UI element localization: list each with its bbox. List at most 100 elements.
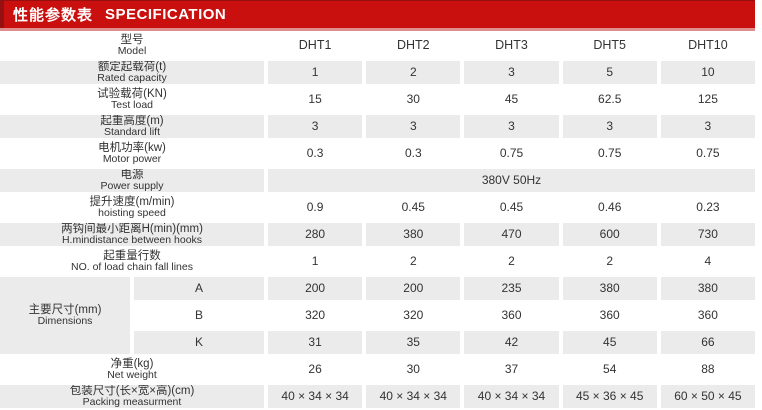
row-hoisting-speed-value-dht1: 0.9 (306, 200, 324, 215)
row-net-weight-label-en: Net weight (107, 369, 157, 382)
row-dimensions-label: 主要尺寸(mm) Dimensions (0, 277, 130, 354)
title-underline (0, 28, 755, 31)
row-packing-measurement-label-zh: 包装尺寸(长×宽×高)(cm) (69, 385, 195, 397)
column-header-dht5: DHT5 (593, 37, 627, 52)
spec-table: 型号 Model DHT1 DHT2 DHT3 DHT5 DHT10 额定起载荷(t) Rate… (0, 32, 755, 410)
row-min-distance-between-hooks-value-dht10: 730 (660, 223, 755, 246)
dimension-a-value-dht5: 380 (562, 277, 657, 300)
row-packing-measurement: 包装尺寸(长×宽×高)(cm) Packing measurment 40 × 34… (0, 383, 755, 410)
row-standard-lift-value-dht3: 3 (464, 115, 559, 138)
dimension-k-value-dht2: 35 (366, 331, 461, 354)
dimension-a-value-dht3: 235 (464, 277, 559, 300)
row-motor-power-value-dht2: 0.3 (404, 146, 422, 161)
row-hoisting-speed-label: 提升速度(m/min) hoisting speed (0, 194, 264, 221)
row-test-load-label-en: Test load (110, 99, 154, 112)
row-min-distance-between-hooks-value-dht3: 470 (464, 223, 559, 246)
row-test-load-value-dht10: 125 (697, 92, 718, 107)
column-header-dht2: DHT2 (396, 37, 430, 52)
dimension-b-value-dht5: 360 (599, 308, 620, 323)
row-standard-lift-value-dht5: 3 (562, 115, 657, 138)
row-standard-lift-label: 起重高度(m) Standard lift (0, 115, 264, 138)
row-load-chain-fall-lines-value-dht2: 2 (409, 254, 417, 269)
row-rated-capacity-value-dht2: 2 (366, 61, 461, 84)
dimension-b-value-dht2: 320 (403, 308, 424, 323)
dimension-k-value-dht1: 31 (268, 331, 363, 354)
row-net-weight-value-dht3: 37 (504, 362, 519, 377)
dimension-b-value-dht1: 320 (305, 308, 326, 323)
row-power-supply-label-zh: 电源 (120, 169, 144, 181)
row-hoisting-speed-label-zh: 提升速度(m/min) (89, 195, 175, 208)
row-standard-lift-label-en: Standard lift (103, 126, 161, 138)
row-dimensions-label-en: Dimensions (37, 315, 93, 328)
dimension-a-value-dht10: 380 (660, 277, 755, 300)
column-header-dht1: DHT1 (298, 37, 332, 52)
row-hoisting-speed-value-dht3: 0.45 (499, 200, 524, 215)
dimension-a-value-dht2: 200 (366, 277, 461, 300)
row-load-chain-fall-lines-label: 起重量行数 NO. of load chain fall lines (0, 248, 264, 275)
row-motor-power-value-dht3: 0.75 (499, 146, 524, 161)
row-packing-measurement-value-dht2: 40 × 34 × 34 (366, 385, 461, 408)
row-dimensions-label-zh: 主要尺寸(mm) (28, 303, 102, 316)
row-standard-lift: 起重高度(m) Standard lift 3 3 3 3 3 (0, 113, 755, 140)
row-motor-power-value-dht5: 0.75 (598, 146, 622, 161)
row-standard-lift-value-dht10: 3 (660, 115, 755, 138)
page-title-en: SPECIFICATION (105, 6, 227, 23)
page-title-zh: 性能参数表 (13, 7, 94, 24)
row-load-chain-fall-lines-value-dht1: 1 (311, 254, 319, 269)
row-rated-capacity-label-zh: 额定起载荷(t) (97, 61, 167, 73)
row-rated-capacity-value-dht1: 1 (268, 61, 363, 84)
row-rated-capacity-value-dht10: 10 (660, 61, 755, 84)
row-hoisting-speed: 提升速度(m/min) hoisting speed 0.9 0.45 0.45 0.46… (0, 194, 755, 221)
row-rated-capacity-label: 额定起载荷(t) Rated capacity (0, 61, 264, 84)
title-bar: 性能参数表 SPECIFICATION (0, 0, 755, 28)
row-net-weight-value-dht1: 26 (308, 362, 322, 377)
row-min-distance-between-hooks-value-dht1: 280 (268, 223, 363, 246)
row-model-label: 型号 Model (0, 32, 264, 59)
row-motor-power-value-dht10: 0.75 (696, 146, 720, 161)
row-standard-lift-value-dht1: 3 (268, 115, 363, 138)
row-net-weight: 净重(kg) Net weight 26 30 37 54 88 (0, 356, 755, 383)
row-packing-measurement-label: 包装尺寸(长×宽×高)(cm) Packing measurment (0, 385, 264, 408)
row-load-chain-fall-lines-value-dht3: 2 (508, 254, 515, 269)
row-hoisting-speed-value-dht2: 0.45 (401, 200, 425, 215)
row-dimensions: 主要尺寸(mm) Dimensions A 200 200 235 380 380 B 320 32… (0, 275, 755, 356)
row-rated-capacity-value-dht5: 5 (562, 61, 657, 84)
dimension-b-value-dht10: 360 (697, 308, 718, 323)
dimension-a-value-dht1: 200 (268, 277, 363, 300)
row-power-supply: 电源 Power supply 380V 50Hz (0, 167, 755, 194)
row-test-load-label-zh: 试验载荷(KN) (97, 87, 167, 100)
row-load-chain-fall-lines-value-dht5: 2 (606, 254, 614, 269)
row-packing-measurement-value-dht10: 60 × 50 × 45 (660, 385, 755, 408)
row-net-weight-label: 净重(kg) Net weight (0, 356, 264, 383)
row-motor-power: 电机功率(kw) Motor power 0.3 0.3 0.75 0.75 0.75 (0, 140, 755, 167)
row-min-distance-between-hooks: 两钩间最小距离H(min)(mm) H.mindistance between h… (0, 221, 755, 248)
row-net-weight-value-dht10: 88 (701, 362, 715, 377)
dimension-k-value-dht5: 45 (562, 331, 657, 354)
column-header-dht3: DHT3 (495, 37, 528, 52)
row-min-distance-between-hooks-label-zh: 两钩间最小距离H(min)(mm) (61, 223, 203, 235)
row-motor-power-label-en: Motor power (102, 153, 162, 166)
row-power-supply-label-en: Power supply (100, 180, 164, 192)
dimension-k-value-dht10: 66 (660, 331, 755, 354)
row-test-load-value-dht3: 45 (504, 92, 519, 107)
dimension-k-value-dht3: 42 (464, 331, 559, 354)
row-hoisting-speed-value-dht5: 0.46 (598, 200, 622, 215)
row-model: 型号 Model DHT1 DHT2 DHT3 DHT5 DHT10 (0, 32, 755, 59)
dimension-key-k: K (134, 331, 264, 354)
dimension-b-value-dht3: 360 (501, 308, 522, 323)
row-min-distance-between-hooks-label-en: H.mindistance between hooks (61, 234, 203, 246)
row-rated-capacity: 额定起载荷(t) Rated capacity 1 2 3 5 10 (0, 59, 755, 86)
row-load-chain-fall-lines-label-zh: 起重量行数 (103, 249, 161, 262)
row-packing-measurement-value-dht5: 45 × 36 × 45 (562, 385, 657, 408)
row-net-weight-value-dht5: 54 (603, 362, 617, 377)
column-header-dht10: DHT10 (688, 37, 728, 52)
row-hoisting-speed-label-en: hoisting speed (98, 207, 166, 220)
row-hoisting-speed-value-dht10: 0.23 (696, 200, 720, 215)
row-packing-measurement-label-en: Packing measurment (82, 396, 182, 408)
row-load-chain-fall-lines: 起重量行数 NO. of load chain fall lines 1 2 2 2 4 (0, 248, 755, 275)
row-min-distance-between-hooks-value-dht2: 380 (366, 223, 461, 246)
row-min-distance-between-hooks-value-dht5: 600 (562, 223, 657, 246)
row-standard-lift-label-zh: 起重高度(m) (100, 115, 164, 127)
row-test-load-value-dht2: 30 (406, 92, 420, 107)
